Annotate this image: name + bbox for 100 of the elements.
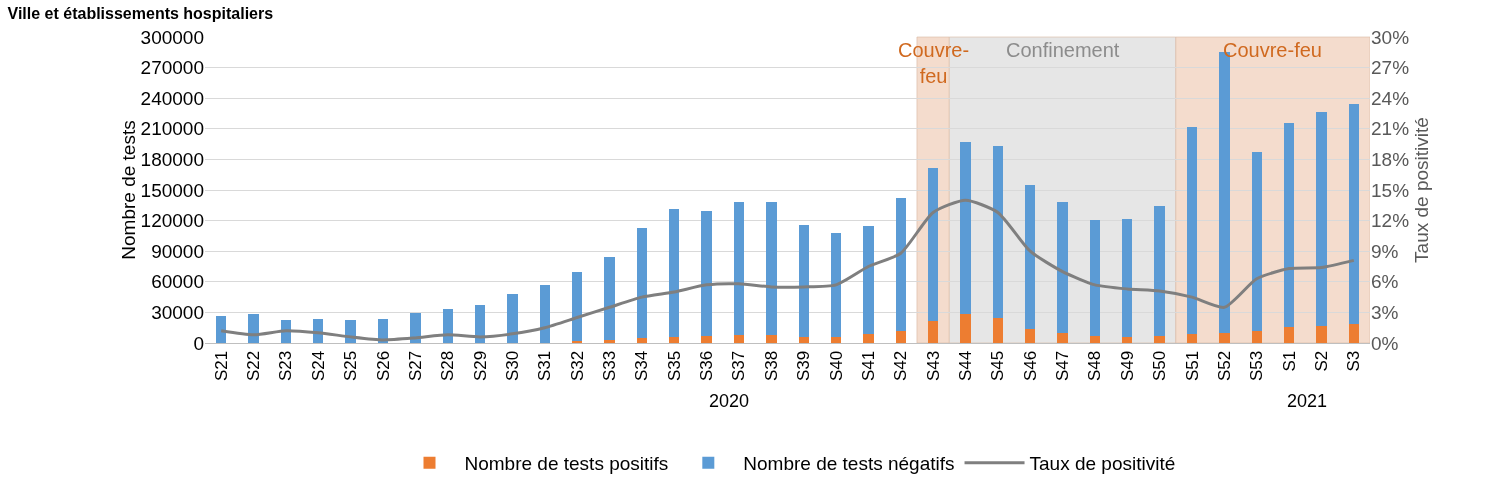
y-tick-label: 240000 (140, 87, 204, 109)
text: 2020 (709, 391, 750, 411)
x-tick-label: S3 (1344, 350, 1364, 372)
x-tick-label: S2 (1311, 350, 1331, 372)
bar (733, 202, 745, 335)
x-tick-label: S33 (600, 350, 620, 382)
bar (733, 334, 745, 343)
bar (1154, 335, 1165, 343)
y2-tick-label: 15% (1371, 179, 1410, 201)
bar (1316, 325, 1327, 343)
bar (1089, 219, 1101, 336)
y2-tick-label: 12% (1371, 210, 1410, 232)
x-tick-label: S29 (470, 350, 490, 382)
bar (1186, 333, 1198, 343)
bar (1025, 184, 1036, 329)
bar (1057, 332, 1068, 343)
bar (539, 284, 550, 343)
y-tick-label: 180000 (140, 149, 204, 171)
x-tick-label: S1 (1279, 350, 1299, 372)
band-label: Couvre-feu (1223, 39, 1322, 61)
bar (636, 227, 648, 338)
bar (669, 336, 680, 343)
line-series (219, 198, 1356, 342)
x-tick-label: S27 (405, 350, 425, 382)
y2-tick-label: 24% (1371, 87, 1410, 109)
bar (1057, 202, 1068, 333)
x-tick-label: S51 (1182, 350, 1202, 382)
bar (830, 232, 842, 337)
bar (960, 142, 971, 315)
y-tick-label: 150000 (140, 179, 204, 201)
bar (216, 316, 227, 343)
bar (1122, 218, 1133, 337)
bar (992, 317, 1004, 343)
x-tick-label: S41 (858, 350, 878, 382)
x-tick-label: S36 (697, 350, 717, 382)
y-tick-label: 90000 (151, 240, 204, 262)
bar (474, 305, 486, 343)
bar (895, 198, 906, 331)
x-tick-label: S42 (891, 350, 911, 382)
y2-tick-label: 18% (1371, 149, 1410, 171)
y2-tick-label: 21% (1371, 118, 1410, 140)
bar (669, 209, 680, 337)
x-tick-label: S30 (502, 350, 522, 382)
band-label: Couvre-feu (898, 39, 970, 87)
bar (604, 257, 615, 340)
band-label: Confinement (1006, 39, 1120, 61)
legend-label: Nombre de tests négatifs (743, 453, 955, 475)
x-tick-label: S38 (761, 350, 781, 382)
x-tick-label: S21 (211, 350, 231, 382)
x-tick-label: S50 (1150, 350, 1170, 382)
x-tick-label: S25 (341, 350, 361, 382)
x-tick-label: S43 (923, 350, 943, 382)
chart-title: Ville et établissements hospitaliers (7, 4, 274, 22)
y-tick-label: 30000 (151, 302, 204, 324)
bar (927, 167, 939, 321)
bar (863, 225, 874, 334)
y-tick-label: 270000 (140, 57, 204, 79)
x-tick-label: S49 (1117, 350, 1137, 382)
x-tick-label: S22 (244, 350, 264, 382)
bar (1283, 326, 1295, 343)
bar (798, 336, 809, 343)
bar (1186, 126, 1198, 334)
x-tick-label: S23 (276, 350, 296, 382)
bar (927, 320, 939, 343)
bar (1122, 336, 1133, 343)
y-tick-label: 210000 (140, 118, 204, 140)
bar (1251, 152, 1262, 331)
bar (1089, 335, 1101, 343)
bar (992, 146, 1004, 318)
x-tick-label: S32 (567, 350, 587, 382)
x-tick-label: S35 (664, 350, 684, 382)
bar (1316, 112, 1327, 326)
bar (701, 211, 712, 336)
x-tick-label: S40 (826, 350, 846, 382)
bar (1154, 206, 1165, 336)
y-axis-title: Nombre de tests (117, 120, 139, 260)
y-tick-label: 300000 (140, 26, 204, 48)
x-tick-label: S37 (729, 350, 749, 382)
y2-tick-label: 9% (1371, 240, 1399, 262)
y2-tick-label: 27% (1371, 57, 1410, 79)
y2-tick-label: 6% (1371, 271, 1399, 293)
bar (1219, 332, 1230, 343)
text: 2021 (1287, 391, 1328, 411)
bar (701, 335, 712, 343)
bar (604, 339, 615, 343)
bar (798, 224, 809, 337)
x-tick-label: S45 (988, 350, 1008, 382)
y-tick-label: 0 (193, 332, 204, 354)
legend-label: Nombre de tests positifs (464, 453, 669, 475)
x-tick-label: S39 (794, 350, 814, 382)
x-tick-label: S31 (535, 350, 555, 382)
bar (507, 294, 518, 343)
legend-label: Taux de positivité (1029, 453, 1176, 475)
bar (571, 271, 583, 341)
bar (863, 333, 874, 343)
x-tick-label: S44 (956, 350, 976, 382)
x-tick-label: S53 (1247, 350, 1267, 382)
bar (895, 330, 906, 343)
x-tick-label: S47 (1053, 350, 1073, 382)
bar (830, 336, 842, 343)
